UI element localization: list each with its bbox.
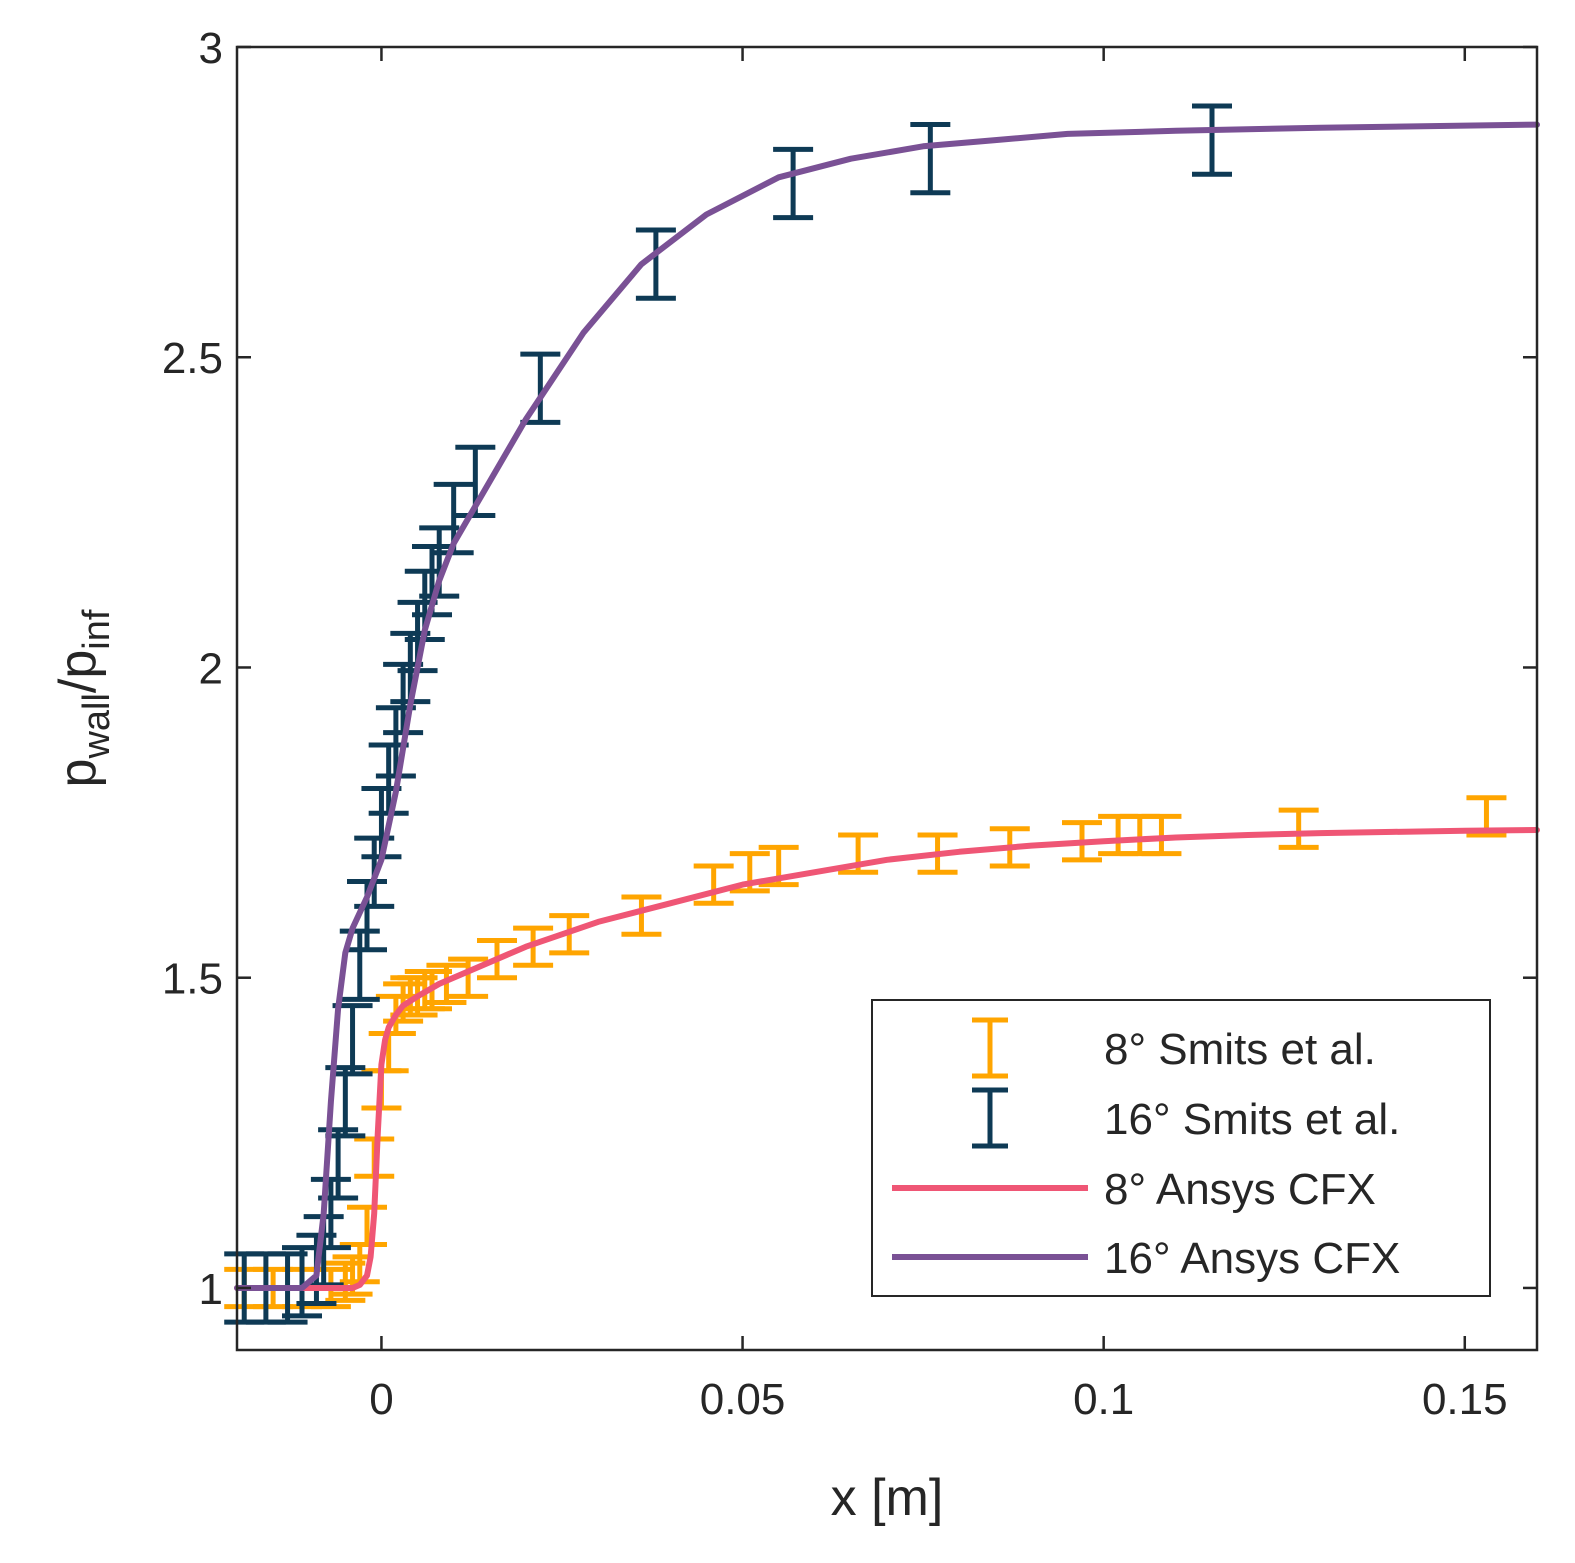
errorbar-point [347,1204,387,1248]
line-layer [234,121,1540,1291]
errorbar-point [1098,813,1139,857]
errorbar-point [1192,103,1232,177]
errorbar-layer [224,103,1507,1325]
legend-item: 8° Ansys CFX [892,1165,1376,1214]
errorbar-point [1119,813,1160,857]
errorbar-point [368,1031,409,1074]
y-tick-label: 3 [199,24,223,73]
legend-item: 16° Ansys CFX [892,1234,1400,1283]
tick-layer [237,45,1537,1350]
y-tick-label: 2.5 [162,334,223,383]
y-tick-label: 2 [199,644,223,693]
errorbar-point [448,956,489,999]
errorbar-point [1278,807,1319,850]
errorbar-point [1141,813,1182,857]
errorbar-point [621,894,662,937]
y-label-base1: p [49,759,107,788]
y-label-base2: p [49,650,107,679]
legend-item: 16° Smits et al. [972,1087,1400,1149]
line-series-3 [234,121,1540,1291]
y-axis-label: pwall/pinf [49,609,118,787]
x-axis-label: x [m] [831,1469,944,1527]
y-tick-label: 1.5 [162,955,223,1004]
legend-label: 8° Ansys CFX [1104,1165,1376,1214]
line-series-2 [234,827,1540,1291]
x-tick-label: 0.05 [700,1375,786,1424]
legend-label: 8° Smits et al. [1104,1025,1376,1074]
legend-item: 8° Smits et al. [972,1017,1376,1079]
y-label-sub1: wall [76,693,118,759]
errorbar-point [693,863,734,906]
x-tick-label: 0.1 [1073,1375,1134,1424]
errorbar-point [910,122,951,196]
legend: 8° Smits et al. 16° Smits et al. 8° Ansys … [871,999,1491,1297]
errorbar-series-0 [224,795,1507,1310]
x-tick-label: 0.15 [1422,1375,1508,1424]
tick-label-layer: 0 0.05 0.1 0.15 1 1.5 2 2.5 3 [162,24,1508,1424]
legend-label: 16° Smits et al. [1104,1095,1400,1144]
legend-items: 8° Smits et al. 16° Smits et al. 8° Ansys … [892,1017,1400,1283]
errorbar-point [339,928,380,1002]
x-tick-label: 0 [369,1375,393,1424]
y-label-sub2: inf [76,609,118,650]
plot-frame [235,45,1539,1352]
errorbar-series-1 [224,103,1232,1325]
errorbar-point [773,146,814,221]
errorbar-point [520,351,561,425]
y-tick-label: 1 [199,1265,223,1314]
legend-label: 16° Ansys CFX [1104,1234,1400,1283]
y-label-sep: / [49,678,107,693]
errorbar-point [635,227,676,301]
